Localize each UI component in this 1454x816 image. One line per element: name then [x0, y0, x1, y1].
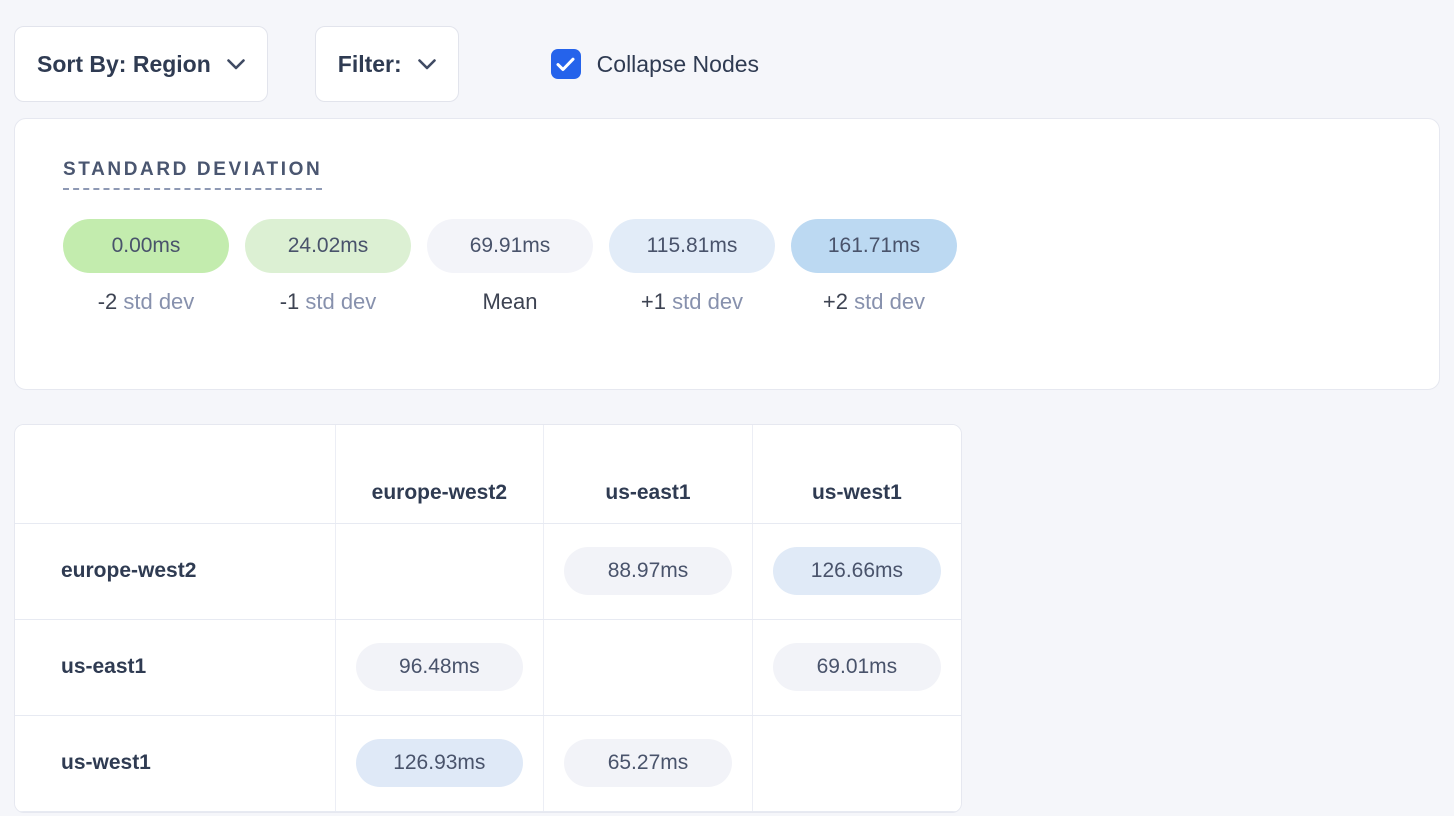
matrix-cell-value: 126.66ms — [772, 547, 941, 595]
legend-stop-caption: +2 std dev — [823, 289, 925, 315]
legend-stop-caption: -1 std dev — [280, 289, 377, 315]
legend-caption-number: +2 — [822, 289, 849, 314]
table-row: europe-west2 88.97ms 126.66ms — [15, 523, 961, 620]
legend-scale: 0.00ms -2 std dev 24.02ms -1 std dev 69.91ms… — [63, 219, 1439, 315]
legend-stop-value: 0.00ms — [63, 219, 229, 273]
legend-caption-text: Mean — [482, 289, 538, 314]
filter-label: Filter: — [337, 50, 402, 77]
matrix-cell[interactable] — [543, 619, 753, 716]
sort-by-label: Sort By: Region — [37, 50, 211, 77]
legend-caption-text: std dev — [848, 289, 926, 314]
legend-stop: 115.81ms +1 std dev — [609, 219, 775, 315]
legend-stop-caption: -2 std dev — [98, 289, 195, 315]
latency-matrix-table: europe-west2 us-east1 us-west1 europe-west… — [14, 424, 962, 813]
table-row: us-west1 126.93ms 65.27ms — [15, 715, 961, 812]
matrix-row-header[interactable]: europe-west2 — [15, 523, 336, 620]
matrix-cell-value: 126.93ms — [355, 739, 524, 787]
matrix-column-header[interactable]: us-west1 — [752, 425, 961, 524]
legend-stop: 161.71ms +2 std dev — [791, 219, 957, 315]
toolbar: Sort By: Region Filter: Collapse Nodes — [0, 0, 1454, 110]
matrix-cell[interactable]: 65.27ms — [543, 715, 753, 812]
matrix-column-header[interactable]: us-east1 — [543, 425, 753, 524]
matrix-cell[interactable]: 88.97ms — [543, 523, 753, 620]
legend-stop-caption: Mean — [482, 289, 537, 315]
legend-stop-caption: +1 std dev — [641, 289, 743, 315]
matrix-cell[interactable]: 69.01ms — [752, 619, 961, 716]
table-row: us-east1 96.48ms 69.01ms — [15, 619, 961, 716]
matrix-cell-value: 65.27ms — [564, 739, 732, 787]
matrix-row-header[interactable]: us-east1 — [15, 619, 336, 716]
matrix-cell[interactable] — [335, 523, 545, 620]
sort-by-dropdown[interactable]: Sort By: Region — [14, 26, 268, 102]
matrix-column-header[interactable]: europe-west2 — [335, 425, 545, 524]
legend-caption-text: std dev — [299, 289, 377, 314]
matrix-body: europe-west2 88.97ms 126.66ms us-east1 96.48… — [15, 523, 961, 812]
legend-caption-text: std dev — [666, 289, 744, 314]
legend-stop: 0.00ms -2 std dev — [63, 219, 229, 315]
chevron-down-icon — [417, 58, 436, 70]
legend-stop-value: 69.91ms — [427, 219, 593, 273]
legend-caption-number: -1 — [279, 289, 300, 314]
legend-caption-number: -2 — [97, 289, 118, 314]
legend-caption-number: +1 — [640, 289, 667, 314]
legend-stop: 69.91ms Mean — [427, 219, 593, 315]
legend-stop-value: 24.02ms — [245, 219, 411, 273]
matrix-cell-value: 69.01ms — [772, 643, 941, 691]
collapse-nodes-checkbox[interactable]: Collapse Nodes — [550, 49, 760, 79]
legend-caption-text: std dev — [117, 289, 195, 314]
matrix-cell[interactable]: 96.48ms — [335, 619, 545, 716]
legend-stop-value: 161.71ms — [791, 219, 957, 273]
table-header-row: europe-west2 us-east1 us-west1 — [15, 425, 961, 524]
std-deviation-legend-card: STANDARD DEVIATION 0.00ms -2 std dev 24.02… — [14, 118, 1440, 390]
legend-title: STANDARD DEVIATION — [63, 159, 323, 190]
matrix-cell-value: 88.97ms — [564, 547, 732, 595]
matrix-cell[interactable] — [752, 715, 961, 812]
collapse-nodes-label: Collapse Nodes — [596, 50, 760, 77]
chevron-down-icon — [226, 58, 245, 70]
matrix-cell[interactable]: 126.66ms — [752, 523, 961, 620]
legend-stop: 24.02ms -1 std dev — [245, 219, 411, 315]
matrix-cell[interactable]: 126.93ms — [335, 715, 545, 812]
matrix-corner-cell — [15, 425, 336, 524]
checkbox-checked-icon[interactable] — [550, 49, 581, 79]
legend-stop-value: 115.81ms — [609, 219, 775, 273]
matrix-grid: europe-west2 us-east1 us-west1 europe-west… — [15, 425, 961, 812]
filter-dropdown[interactable]: Filter: — [314, 26, 459, 102]
matrix-header: europe-west2 us-east1 us-west1 — [15, 425, 961, 524]
matrix-cell-value: 96.48ms — [355, 643, 524, 691]
matrix-row-header[interactable]: us-west1 — [15, 715, 336, 812]
